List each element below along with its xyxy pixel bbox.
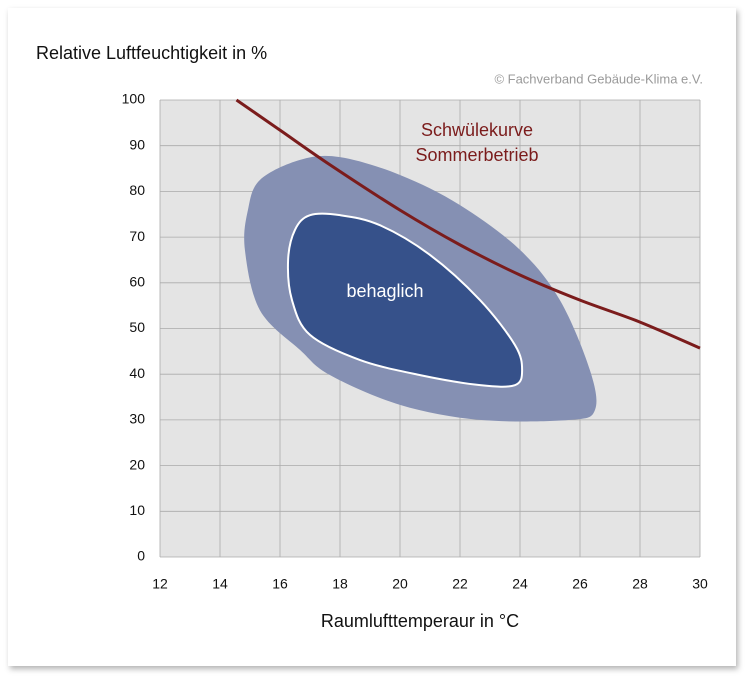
- region-label: behaglich: [346, 281, 423, 301]
- y-tick-label: 100: [122, 91, 146, 107]
- x-axis-title: Raumlufttemperaur in °C: [321, 611, 519, 631]
- y-tick-label: 80: [129, 182, 145, 198]
- curve-label: Schwülekurve: [421, 120, 533, 140]
- y-axis-title: Relative Luftfeuchtigkeit in %: [36, 43, 267, 63]
- y-tick-label: 40: [129, 365, 145, 381]
- y-tick-label: 90: [129, 136, 145, 152]
- y-tick-label: 20: [129, 456, 145, 472]
- x-tick-label: 20: [392, 576, 408, 592]
- x-tick-label: 24: [512, 576, 528, 592]
- curve: [235, 98, 701, 350]
- x-tick-label: 28: [632, 576, 648, 592]
- x-tick-label: 14: [212, 576, 228, 592]
- marks: [235, 98, 701, 422]
- region: [286, 212, 524, 388]
- credit: © Fachverband Gebäude-Klima e.V.: [494, 71, 703, 86]
- y-tick-label: 70: [129, 228, 145, 244]
- y-tick-label: 0: [137, 548, 145, 564]
- y-tick-label: 50: [129, 319, 145, 335]
- x-tick-label: 22: [452, 576, 468, 592]
- labels: 0 10 20 30 40 50 60 70 80 90 100 12 14 16 18 20 22 24 26 28…: [122, 91, 708, 592]
- curve-label: Sommerbetrieb: [415, 145, 538, 165]
- x-tick-label: 16: [272, 576, 288, 592]
- y-tick-label: 60: [129, 274, 145, 290]
- y-tick-label: 30: [129, 411, 145, 427]
- x-tick-label: 12: [152, 576, 168, 592]
- x-tick-label: 26: [572, 576, 588, 592]
- y-tick-label: 10: [129, 502, 145, 518]
- x-tick-label: 30: [692, 576, 708, 592]
- x-tick-label: 18: [332, 576, 348, 592]
